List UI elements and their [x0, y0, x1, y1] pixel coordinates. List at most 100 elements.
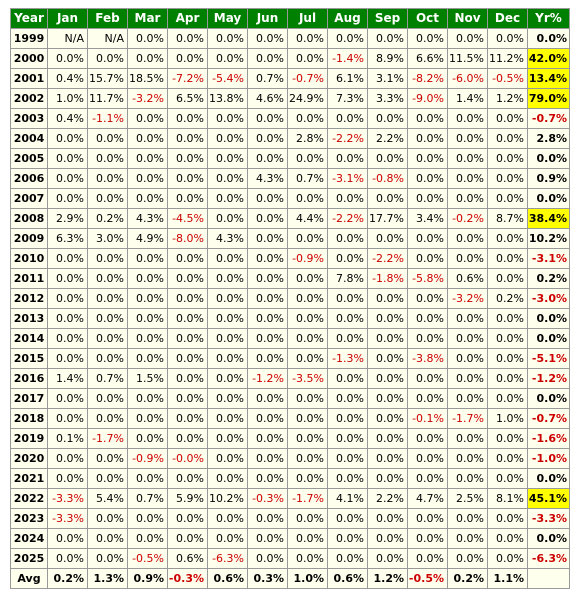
- month-return-cell: 0.0%: [368, 229, 407, 248]
- month-return-cell: 8.9%: [368, 49, 407, 68]
- month-return-cell: 0.0%: [328, 189, 367, 208]
- month-return-cell: 0.0%: [328, 309, 367, 328]
- month-return-cell: 17.7%: [368, 209, 407, 228]
- month-return-cell: 0.7%: [288, 169, 327, 188]
- month-return-cell: 0.0%: [48, 389, 87, 408]
- year-row: 2021 0.0% 0.0% 0.0% 0.0% 0.0% 0.0% 0.0% 0.0% 0.0%…: [11, 469, 569, 488]
- month-return-cell: 0.0%: [168, 369, 207, 388]
- month-return-cell: 0.0%: [248, 29, 287, 48]
- month-return-cell: 0.0%: [368, 109, 407, 128]
- month-return-cell: 4.7%: [408, 489, 447, 508]
- year-cell: 2010: [11, 249, 47, 268]
- month-return-cell: 0.0%: [408, 309, 447, 328]
- month-return-cell: 0.0%: [248, 269, 287, 288]
- average-row: Avg 0.2% 1.3% 0.9% -0.3% 0.6% 0.3% 1.0% 0.6% 1.2%…: [11, 569, 569, 588]
- month-return-cell: 0.0%: [248, 309, 287, 328]
- column-header-jun: Jun: [248, 9, 287, 28]
- month-return-cell: 0.0%: [168, 309, 207, 328]
- average-label: Avg: [11, 569, 47, 588]
- year-cell: 2023: [11, 509, 47, 528]
- month-return-cell: 0.0%: [328, 469, 367, 488]
- month-return-cell: 0.0%: [448, 149, 487, 168]
- month-return-cell: 0.0%: [288, 29, 327, 48]
- month-return-cell: -1.7%: [88, 429, 127, 448]
- month-return-cell: 0.0%: [248, 129, 287, 148]
- year-cell: 2020: [11, 449, 47, 468]
- month-return-cell: 0.0%: [288, 429, 327, 448]
- column-header-sep: Sep: [368, 9, 407, 28]
- month-return-cell: 0.0%: [208, 49, 247, 68]
- annual-return-cell: 45.1%: [528, 489, 569, 508]
- month-return-cell: 6.6%: [408, 49, 447, 68]
- month-return-cell: 0.0%: [208, 529, 247, 548]
- month-return-cell: 0.0%: [488, 269, 527, 288]
- month-return-cell: 0.0%: [248, 229, 287, 248]
- month-return-cell: 0.0%: [48, 349, 87, 368]
- month-return-cell: 0.0%: [408, 29, 447, 48]
- average-return-cell: 0.2%: [448, 569, 487, 588]
- month-return-cell: 0.0%: [488, 309, 527, 328]
- month-return-cell: 0.0%: [408, 529, 447, 548]
- month-return-cell: 0.0%: [488, 149, 527, 168]
- month-return-cell: 0.0%: [128, 349, 167, 368]
- month-return-cell: 6.1%: [328, 69, 367, 88]
- annual-return-cell: 2.8%: [528, 129, 569, 148]
- year-row: 2014 0.0% 0.0% 0.0% 0.0% 0.0% 0.0% 0.0% 0.0% 0.0%…: [11, 329, 569, 348]
- month-return-cell: 0.0%: [168, 509, 207, 528]
- month-return-cell: -0.2%: [448, 209, 487, 228]
- month-return-cell: 0.0%: [208, 269, 247, 288]
- month-return-cell: 0.0%: [368, 189, 407, 208]
- month-return-cell: -2.2%: [368, 249, 407, 268]
- month-return-cell: -3.1%: [328, 169, 367, 188]
- month-return-cell: 0.0%: [328, 369, 367, 388]
- month-return-cell: 0.0%: [168, 109, 207, 128]
- month-return-cell: 0.0%: [448, 389, 487, 408]
- month-return-cell: 0.0%: [88, 169, 127, 188]
- month-return-cell: 0.0%: [248, 409, 287, 428]
- month-return-cell: 0.0%: [248, 529, 287, 548]
- month-return-cell: 0.0%: [128, 329, 167, 348]
- column-header-year: Year: [11, 9, 47, 28]
- month-return-cell: 0.0%: [328, 549, 367, 568]
- month-return-cell: 4.3%: [248, 169, 287, 188]
- month-return-cell: 0.0%: [448, 369, 487, 388]
- month-return-cell: 0.0%: [208, 369, 247, 388]
- month-return-cell: 11.5%: [448, 49, 487, 68]
- month-return-cell: 0.0%: [328, 149, 367, 168]
- annual-return-cell: 0.0%: [528, 329, 569, 348]
- month-return-cell: 0.0%: [168, 289, 207, 308]
- annual-return-cell: -6.3%: [528, 549, 569, 568]
- annual-return-cell: -0.7%: [528, 109, 569, 128]
- year-cell: 2015: [11, 349, 47, 368]
- month-return-cell: 0.0%: [488, 429, 527, 448]
- column-header-mar: Mar: [128, 9, 167, 28]
- month-return-cell: 0.0%: [88, 149, 127, 168]
- year-cell: 2022: [11, 489, 47, 508]
- month-return-cell: 0.0%: [328, 409, 367, 428]
- month-return-cell: 0.0%: [168, 249, 207, 268]
- month-return-cell: 0.0%: [88, 529, 127, 548]
- month-return-cell: 0.0%: [248, 329, 287, 348]
- month-return-cell: 0.0%: [328, 389, 367, 408]
- month-return-cell: -4.5%: [168, 209, 207, 228]
- month-return-cell: 0.0%: [328, 229, 367, 248]
- month-return-cell: 0.0%: [128, 129, 167, 148]
- month-return-cell: 0.0%: [488, 29, 527, 48]
- month-return-cell: 0.0%: [88, 469, 127, 488]
- month-return-cell: 5.9%: [168, 489, 207, 508]
- annual-return-cell: 0.0%: [528, 29, 569, 48]
- month-return-cell: 0.0%: [248, 509, 287, 528]
- month-return-cell: 0.0%: [48, 529, 87, 548]
- month-return-cell: -8.2%: [408, 69, 447, 88]
- month-return-cell: 0.0%: [328, 249, 367, 268]
- month-return-cell: 0.0%: [168, 269, 207, 288]
- month-return-cell: 1.5%: [128, 369, 167, 388]
- month-return-cell: 0.0%: [368, 329, 407, 348]
- annual-return-cell: 0.0%: [528, 529, 569, 548]
- year-cell: 2003: [11, 109, 47, 128]
- year-row: 2013 0.0% 0.0% 0.0% 0.0% 0.0% 0.0% 0.0% 0.0% 0.0%…: [11, 309, 569, 328]
- month-return-cell: 0.0%: [208, 129, 247, 148]
- column-header-aug: Aug: [328, 9, 367, 28]
- month-return-cell: -2.2%: [328, 209, 367, 228]
- month-return-cell: -0.1%: [408, 409, 447, 428]
